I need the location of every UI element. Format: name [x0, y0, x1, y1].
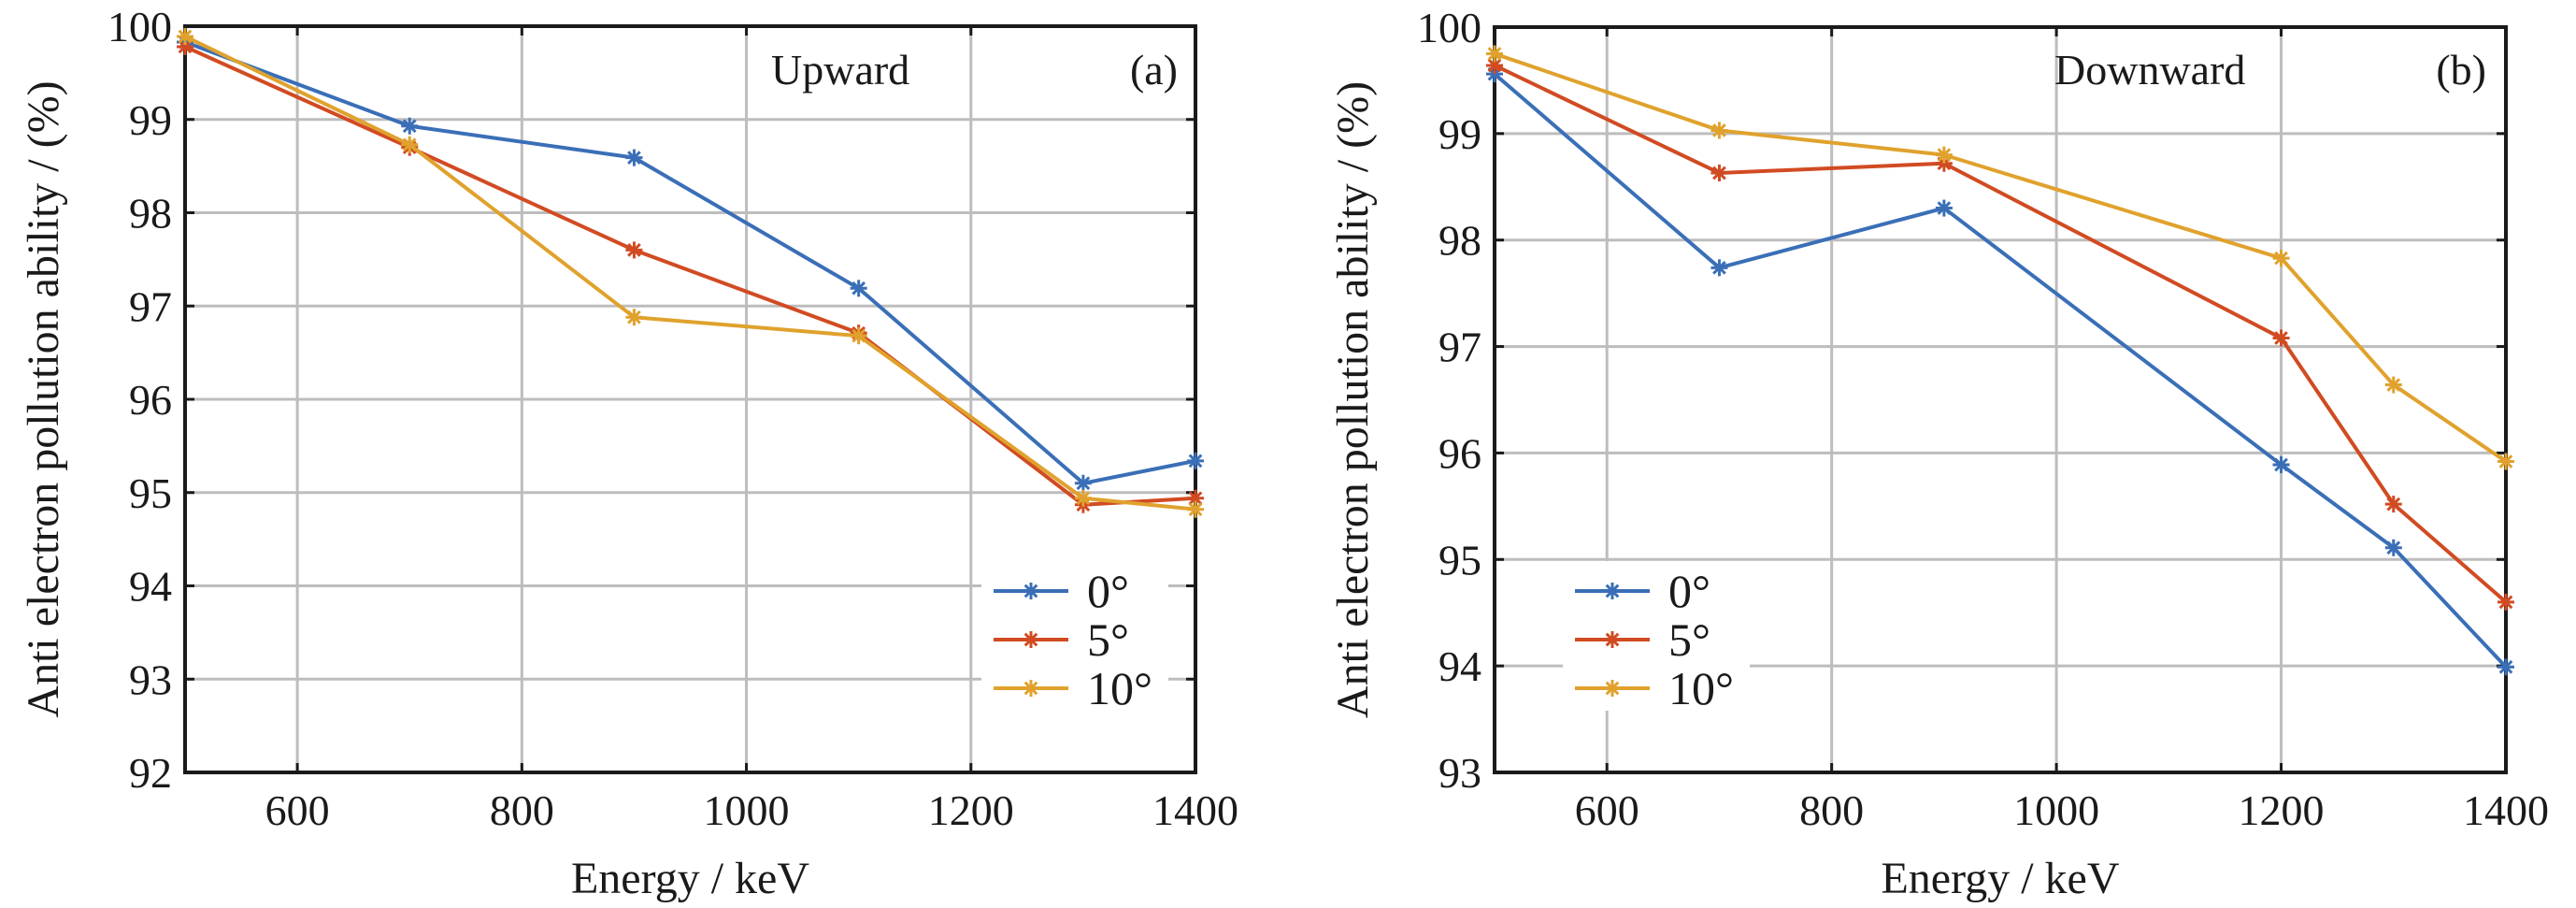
y-axis-label: Anti electron pollution ability / (%) — [1328, 81, 1378, 718]
data-point-marker — [1074, 489, 1092, 507]
x-tick-label: 800 — [1799, 786, 1864, 834]
legend: 0°5°10° — [981, 561, 1168, 714]
data-point-marker — [625, 149, 643, 166]
data-point-marker — [625, 241, 643, 259]
data-point-marker — [2272, 329, 2290, 347]
legend-marker-icon — [1023, 680, 1039, 697]
data-point-marker — [2497, 658, 2514, 676]
legend-marker-icon — [1604, 583, 1621, 599]
y-tick-label: 96 — [129, 376, 172, 424]
x-tick-label: 600 — [265, 786, 330, 834]
direction-annotation: Downward — [2054, 46, 2245, 94]
legend-marker-icon — [1604, 680, 1621, 697]
y-tick-label: 98 — [1438, 217, 1481, 265]
series-line-1 — [1494, 64, 2508, 604]
y-tick-label: 92 — [129, 749, 172, 797]
data-point-marker — [1710, 122, 1728, 139]
data-point-marker — [1074, 474, 1092, 492]
legend-entry-label: 5° — [1668, 613, 1710, 666]
data-point-marker — [401, 117, 419, 135]
x-tick-label: 1200 — [928, 786, 1014, 834]
legend-entry-label: 0° — [1087, 565, 1129, 617]
data-point-marker — [1935, 199, 1953, 217]
data-point-marker — [177, 27, 193, 45]
series-line-2 — [184, 35, 1196, 512]
series-line-2 — [1494, 51, 2508, 464]
legend-box — [1563, 561, 1750, 711]
plot-frame — [1493, 25, 2508, 774]
data-point-marker — [2497, 453, 2514, 470]
x-axis-label: Energy / keV — [571, 854, 809, 903]
series-line-0 — [1493, 72, 2508, 669]
y-tick-label: 99 — [129, 96, 172, 144]
data-point-marker — [1710, 259, 1728, 277]
y-tick-label: 94 — [129, 563, 172, 611]
x-tick-label: 1000 — [704, 786, 790, 834]
y-tick-label: 100 — [107, 3, 172, 50]
x-tick-label: 1000 — [2013, 786, 2099, 834]
legend-marker-icon — [1023, 583, 1039, 599]
series-line-1 — [184, 45, 1196, 507]
x-axis-label: Energy / keV — [1881, 854, 2119, 903]
y-tick-label: 98 — [129, 190, 172, 238]
data-point-marker — [2384, 496, 2402, 513]
y-tick-label: 97 — [1438, 324, 1481, 371]
data-point-marker — [2384, 539, 2402, 556]
y-tick-label: 96 — [1438, 429, 1481, 477]
x-tick-label: 800 — [490, 786, 554, 834]
x-tick-label: 1400 — [2463, 786, 2549, 834]
y-tick-label: 100 — [1417, 4, 1481, 51]
data-point-marker — [1187, 452, 1204, 469]
y-tick-label: 94 — [1438, 642, 1481, 690]
data-point-marker — [1935, 146, 1953, 164]
y-tick-label: 93 — [1438, 749, 1481, 797]
legend-entry-label: 5° — [1087, 613, 1129, 666]
y-tick-label: 95 — [1438, 536, 1481, 584]
x-tick-label: 1400 — [1152, 786, 1238, 834]
data-point-marker — [2272, 455, 2290, 473]
chart-panel-a: 600 800 1000 1200 1400 92 93 94 95 96 97 98 99 100 Ene… — [19, 3, 1238, 903]
data-point-marker — [2497, 593, 2514, 611]
data-point-marker — [850, 280, 867, 297]
legend-entry-label: 10° — [1668, 662, 1734, 714]
chart-panel-b: 600 800 1000 1200 1400 93 94 95 96 97 98 99 100 Energ… — [1328, 4, 2549, 903]
y-tick-label: 95 — [129, 469, 172, 517]
y-tick-label: 97 — [129, 282, 172, 330]
y-axis-label: Anti electron pollution ability / (%) — [19, 80, 68, 717]
y-tick-label: 93 — [129, 656, 172, 703]
data-point-marker — [1187, 500, 1204, 518]
legend-marker-icon — [1023, 631, 1039, 648]
y-tick-label: 99 — [1438, 110, 1481, 158]
data-point-marker — [2272, 250, 2290, 267]
direction-annotation: Upward — [771, 46, 909, 94]
data-point-marker — [1486, 45, 1503, 63]
data-point-marker — [625, 309, 643, 326]
legend: 0°5°10° — [1563, 561, 1750, 714]
legend-entry-label: 0° — [1668, 565, 1710, 617]
data-point-marker — [401, 136, 419, 153]
legend-box — [981, 561, 1168, 711]
series-line-0 — [184, 40, 1196, 485]
legend-marker-icon — [1604, 631, 1621, 648]
data-point-marker — [1710, 164, 1728, 181]
x-tick-label: 1200 — [2239, 786, 2325, 834]
data-point-marker — [850, 327, 867, 345]
x-tick-label: 600 — [1575, 786, 1639, 834]
panel-label: (b) — [2436, 46, 2486, 94]
legend-entry-label: 10° — [1087, 662, 1152, 714]
data-point-marker — [2384, 376, 2402, 394]
panel-label: (a) — [1130, 46, 1178, 94]
